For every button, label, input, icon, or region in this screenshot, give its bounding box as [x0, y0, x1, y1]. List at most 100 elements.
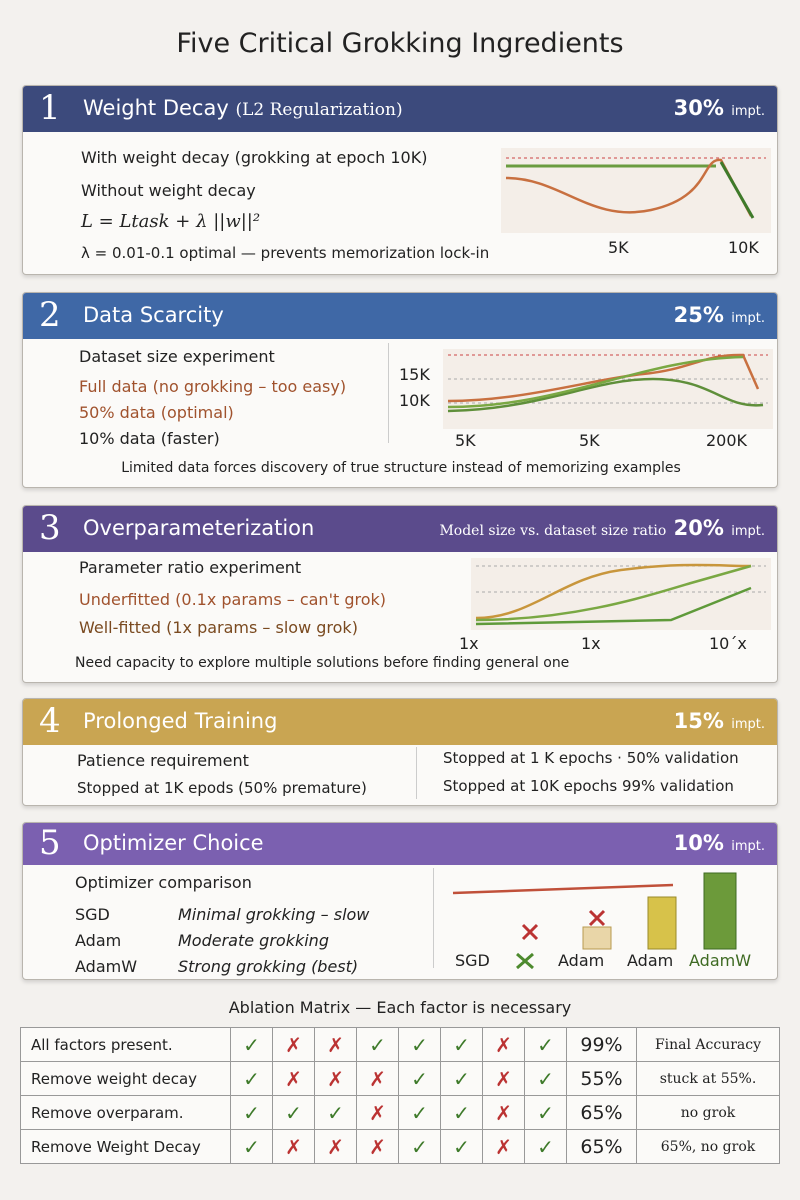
mark-cell: ✗	[356, 1095, 399, 1130]
x-tick-label: 5K	[455, 431, 476, 450]
importance: 15% impt.	[674, 709, 765, 733]
ablation-title: Ablation Matrix — Each factor is necessa…	[228, 998, 572, 1017]
divider	[416, 747, 417, 799]
curve	[475, 564, 752, 622]
curve	[447, 355, 744, 409]
card-number: 1	[39, 88, 61, 128]
card-header: 4 Prolonged Training 15% impt.	[23, 699, 777, 745]
mark-cell: ✓	[314, 1095, 357, 1130]
row-value: 55%	[566, 1061, 637, 1096]
mark-cell: ✗	[272, 1061, 315, 1096]
y-tick-label: 10K	[399, 391, 430, 410]
text-line: Full data (no grokking – too easy)	[79, 377, 347, 396]
row-value: 65%	[566, 1095, 637, 1130]
mini-chart	[501, 148, 771, 233]
mark-cell: ✓	[524, 1095, 567, 1130]
importance-value: 30%	[673, 96, 724, 120]
importance-unit: impt.	[731, 839, 765, 854]
text-line: 50% data (optimal)	[79, 403, 234, 422]
curve	[475, 586, 752, 626]
mini-chart	[471, 558, 771, 630]
row-text: Moderate grokking	[178, 931, 329, 950]
card-title: Weight Decay (L2 Regularization)	[83, 96, 403, 120]
ablation-table: All factors present. ✓ ✗ ✗ ✓ ✓ ✓ ✗ ✓ 99% Final Acc…	[20, 1027, 780, 1164]
subtitle: Model size vs. dataset size ratio	[439, 523, 667, 539]
mark-cell: ✗	[272, 1027, 315, 1062]
curve	[447, 353, 760, 403]
page-title: Five Critical Grokking Ingredients	[176, 28, 624, 59]
mark-cell: ✗	[314, 1129, 357, 1164]
trend-line	[452, 883, 674, 895]
table-row: Remove weight decay ✓ ✗ ✗ ✗ ✓ ✓ ✗ ✓ 55% stuck at 5…	[20, 1061, 780, 1096]
card-header: 5 Optimizer Choice 10% impt.	[23, 823, 777, 865]
row-value: 65%	[566, 1129, 637, 1164]
importance: Model size vs. dataset size ratio 20% im…	[439, 516, 765, 540]
card: 2 Data Scarcity 25% impt. Dataset size e…	[22, 292, 778, 488]
mark-cell: ✓	[230, 1129, 273, 1164]
text-line: Without weight decay	[81, 181, 256, 200]
mark-cell: ✗	[482, 1061, 525, 1096]
card: 1 Weight Decay (L2 Regularization) 30% i…	[22, 85, 778, 275]
x-tick-label: 10´x	[709, 634, 747, 653]
row-label: Remove overparam.	[20, 1095, 231, 1130]
mark-cell: ✗	[482, 1129, 525, 1164]
y-tick-label: 15K	[399, 365, 430, 384]
mark-cell: ✓	[524, 1061, 567, 1096]
card: 5 Optimizer Choice 10% impt. Optimizer c…	[22, 822, 778, 980]
mark-cell: ✓	[230, 1061, 273, 1096]
x-tick-label: 10K	[728, 238, 759, 257]
x-tick-label: 1x	[581, 634, 601, 653]
bar	[703, 872, 737, 950]
importance-value: 20%	[673, 516, 724, 540]
card-header: 3 Overparameterization Model size vs. da…	[23, 506, 777, 552]
text-line: Stopped at 1 K epochs · 50% validation	[443, 749, 739, 767]
mark-cell: ✓	[398, 1061, 441, 1096]
row-label: Adam	[75, 931, 122, 950]
mark-cell: ✗	[356, 1129, 399, 1164]
importance-value: 15%	[673, 709, 724, 733]
chart-bg	[501, 148, 771, 233]
mark-cell: ✓	[524, 1129, 567, 1164]
card-header: 1 Weight Decay (L2 Regularization) 30% i…	[23, 86, 777, 132]
row-text: Strong grokking (best)	[178, 957, 359, 976]
text-line: Optimizer comparison	[75, 873, 252, 892]
card-title: Data Scarcity	[83, 303, 224, 327]
mark-cell: ✓	[398, 1129, 441, 1164]
note: Limited data forces discovery of true st…	[121, 460, 681, 476]
curve	[475, 563, 752, 620]
x-tick-label: AdamW	[689, 951, 752, 970]
cross-icon	[516, 952, 534, 970]
divider	[433, 868, 434, 968]
arrow	[719, 161, 755, 219]
importance: 10% impt.	[674, 831, 765, 855]
row-label: SGD	[75, 905, 110, 924]
row-value: 99%	[566, 1027, 637, 1062]
row-note: Final Accuracy	[636, 1027, 780, 1062]
x-tick-label: 1x	[459, 634, 479, 653]
importance-unit: impt.	[731, 104, 765, 119]
row-label: AdamW	[75, 957, 138, 976]
row-note: stuck at 55%.	[636, 1061, 780, 1096]
mark-cell: ✓	[440, 1061, 483, 1096]
table-row: All factors present. ✓ ✗ ✗ ✓ ✓ ✓ ✗ ✓ 99% Final Acc…	[20, 1027, 780, 1062]
mark-cell: ✓	[524, 1027, 567, 1062]
mark-cell: ✓	[356, 1027, 399, 1062]
mini-chart	[443, 349, 773, 429]
x-tick-label: Adam	[627, 951, 674, 970]
table-row: Remove overparam. ✓ ✓ ✓ ✗ ✓ ✓ ✗ ✓ 65% no grok	[20, 1095, 780, 1130]
mark-cell: ✗	[482, 1095, 525, 1130]
importance-unit: impt.	[731, 717, 765, 732]
row-label: Remove Weight Decay	[20, 1129, 231, 1164]
card-number: 3	[39, 508, 61, 548]
card-title: Prolonged Training	[83, 709, 278, 733]
chart-bg	[443, 349, 773, 429]
mini-chart	[452, 872, 737, 950]
importance-value: 10%	[673, 831, 724, 855]
importance-value: 25%	[673, 303, 724, 327]
row-note: no grok	[636, 1095, 780, 1130]
x-tick-label: 5K	[579, 431, 600, 450]
text-line: Parameter ratio experiment	[79, 558, 302, 577]
text-line: Dataset size experiment	[79, 347, 275, 366]
text-line: 10% data (faster)	[79, 429, 220, 448]
card: 4 Prolonged Training 15% impt. Patience …	[22, 698, 778, 806]
